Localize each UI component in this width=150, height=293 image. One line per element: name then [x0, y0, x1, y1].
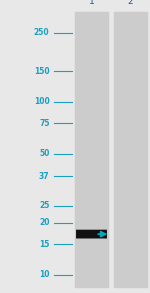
Text: 150: 150 — [34, 67, 50, 76]
Text: 15: 15 — [39, 240, 50, 249]
Text: 50: 50 — [39, 149, 50, 158]
Text: 75: 75 — [39, 119, 50, 128]
Text: 100: 100 — [34, 97, 50, 106]
Bar — [75, 12, 108, 287]
Text: 20: 20 — [39, 218, 50, 227]
Bar — [114, 12, 147, 287]
Text: 1: 1 — [89, 0, 94, 6]
Text: 37: 37 — [39, 172, 50, 181]
Text: 10: 10 — [39, 270, 50, 280]
Text: 2: 2 — [128, 0, 133, 6]
Text: 25: 25 — [39, 201, 50, 210]
Text: 250: 250 — [34, 28, 50, 37]
FancyBboxPatch shape — [76, 230, 107, 239]
